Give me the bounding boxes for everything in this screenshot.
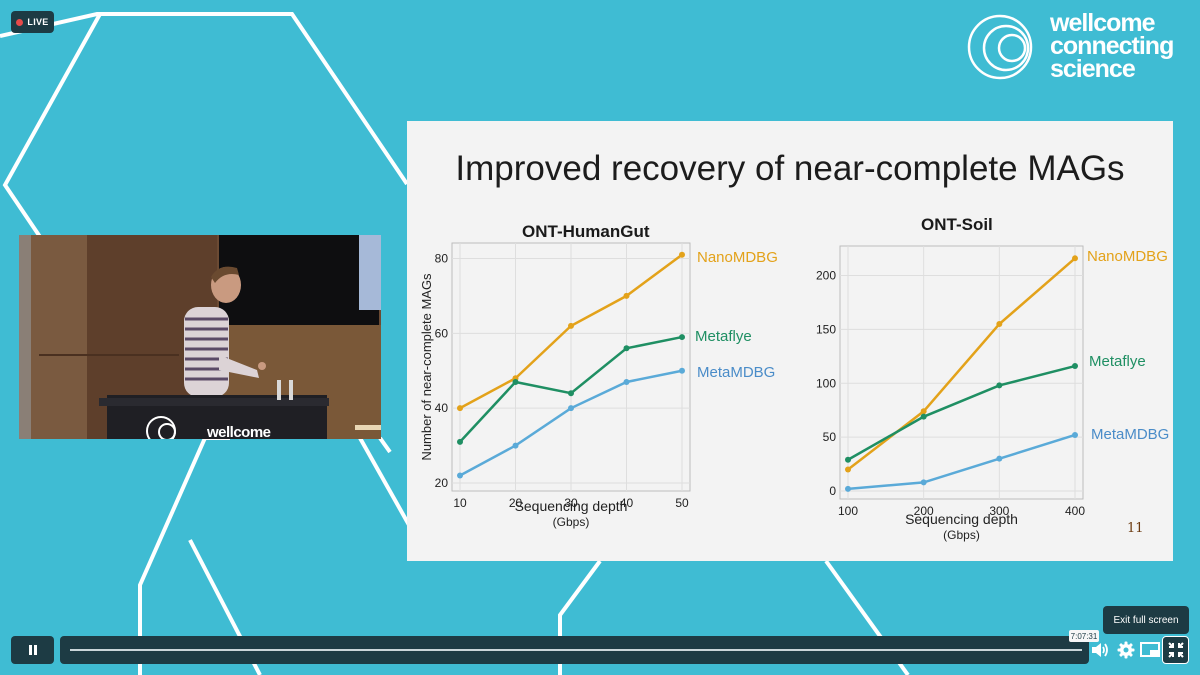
chart-0-xtick-label: 30 — [564, 496, 578, 510]
chart-0-ytick-label: 40 — [435, 401, 449, 415]
presentation-slide: Improved recovery of near-complete MAGs … — [407, 121, 1173, 561]
chart-0-xtick-label: 20 — [509, 496, 523, 510]
logo-wordmark: wellcome connecting science — [1050, 9, 1174, 83]
chart-title-humangut: ONT-HumanGut — [522, 222, 650, 241]
picture-in-picture-button[interactable] — [1139, 636, 1161, 664]
chart-1-point-metamdbg — [845, 485, 851, 492]
chart-1-xtick-label: 400 — [1065, 504, 1085, 518]
speaker-scene — [19, 235, 381, 439]
exit-fullscreen-button[interactable] — [1162, 636, 1189, 664]
chart-1-point-nanomdbg — [1072, 255, 1078, 262]
exit-fullscreen-tooltip: Exit full screen — [1103, 606, 1189, 634]
chart-1-point-nanomdbg — [996, 321, 1003, 328]
chart-0-point-metaflye — [512, 378, 519, 385]
time-tooltip: 7:07:31 — [1069, 630, 1099, 642]
chart-1-xtick-label: 100 — [838, 504, 858, 518]
chart-1-point-metaflye — [845, 456, 851, 463]
gear-icon — [1117, 641, 1135, 659]
settings-button[interactable] — [1115, 636, 1137, 664]
pause-button[interactable] — [11, 636, 54, 664]
podium-wordmark: wellcome — [207, 424, 271, 439]
chart-0-xlabel-units: (Gbps) — [553, 515, 590, 529]
live-dot-icon — [16, 18, 24, 26]
series-label-nanomdbg-1: NanoMDBG — [697, 249, 778, 266]
series-label-metaflye-1: Metaflye — [695, 328, 752, 345]
chart-1-point-metaflye — [920, 413, 927, 420]
speaker-video: wellcome — [19, 235, 381, 439]
chart-title-soil: ONT-Soil — [921, 215, 993, 234]
chart-0-ylabel: Number of near-complete MAGs — [419, 273, 434, 461]
chart-1-series-line-metaflye — [847, 364, 1076, 461]
logo-line-1: wellcome — [1050, 9, 1156, 37]
seek-progress — [70, 649, 1082, 651]
chart-1-xtick-label: 200 — [914, 504, 934, 518]
chart-0-point-nanomdbg — [679, 251, 685, 258]
chart-1-series-line-nanomdbg — [847, 257, 1076, 471]
chart-1-point-metaflye — [996, 382, 1003, 389]
volume-icon — [1092, 643, 1108, 657]
chart-0-ytick-label: 80 — [435, 251, 449, 265]
volume-button[interactable] — [1089, 636, 1111, 664]
chart-1-point-metamdbg — [920, 479, 927, 486]
logo-line-2: connecting — [1050, 32, 1174, 60]
chart-0-point-nanomdbg — [568, 322, 574, 329]
chart-1-ytick-label: 0 — [829, 484, 836, 498]
exit-fullscreen-icon — [1167, 642, 1184, 658]
slide-title: Improved recovery of near-complete MAGs — [455, 149, 1125, 188]
chart-0-xtick-label: 40 — [620, 496, 634, 510]
seek-bar[interactable] — [60, 636, 1089, 664]
chart-0-point-metaflye — [623, 345, 630, 352]
wellcome-logo: wellcome connecting science — [966, 10, 1186, 85]
chart-0-xlabel: Sequencing depth — [515, 498, 628, 514]
chart-1-point-nanomdbg — [920, 408, 927, 415]
series-label-metamdbg-2: MetaMDBG — [1091, 426, 1170, 443]
chart-0-point-nanomdbg — [457, 405, 463, 412]
chart-0-xtick-label: 10 — [453, 496, 467, 510]
live-badge: LIVE — [11, 11, 54, 33]
chart-1-xlabel-units: (Gbps) — [943, 528, 980, 542]
player-control-bar — [11, 636, 1189, 664]
chart-0-point-metamdbg — [568, 405, 574, 412]
slide-number: 11 — [1127, 521, 1144, 536]
chart-0-point-metaflye — [679, 334, 685, 341]
logo-line-3: science — [1050, 55, 1136, 83]
picture-in-picture-icon — [1140, 642, 1160, 657]
chart-0-point-metamdbg — [679, 367, 685, 374]
chart-1-ytick-label: 200 — [816, 269, 836, 283]
wellcome-logo-mark-icon — [967, 14, 1033, 80]
chart-1-series-line-metamdbg — [847, 433, 1076, 491]
chart-1-point-metaflye — [1072, 363, 1078, 370]
chart-0-point-metaflye — [568, 390, 574, 397]
chart-0-ytick-label: 20 — [435, 476, 449, 490]
chart-0-point-metamdbg — [623, 378, 630, 385]
chart-0-point-nanomdbg — [623, 292, 630, 299]
chart-0-point-metamdbg — [457, 472, 463, 479]
chart-0-point-metamdbg — [512, 442, 519, 449]
series-label-metaflye-2: Metaflye — [1089, 353, 1146, 370]
chart-1-ytick-label: 100 — [816, 376, 836, 390]
chart-1-xtick-label: 300 — [989, 504, 1009, 518]
chart-0-ytick-label: 60 — [435, 326, 449, 340]
chart-0-point-metaflye — [457, 438, 463, 445]
chart-1-point-metamdbg — [996, 455, 1003, 462]
chart-1-xlabel: Sequencing depth — [905, 511, 1018, 527]
series-label-nanomdbg-2: NanoMDBG — [1087, 248, 1168, 265]
pause-icon — [28, 645, 37, 655]
chart-1-ytick-label: 50 — [823, 430, 837, 444]
chart-1-ytick-label: 150 — [816, 322, 836, 336]
chart-1-point-nanomdbg — [845, 466, 851, 473]
series-label-metamdbg-1: MetaMDBG — [697, 364, 776, 381]
chart-1-point-metamdbg — [1072, 431, 1078, 438]
live-label: LIVE — [27, 17, 49, 27]
chart-0-xtick-label: 50 — [675, 496, 689, 510]
